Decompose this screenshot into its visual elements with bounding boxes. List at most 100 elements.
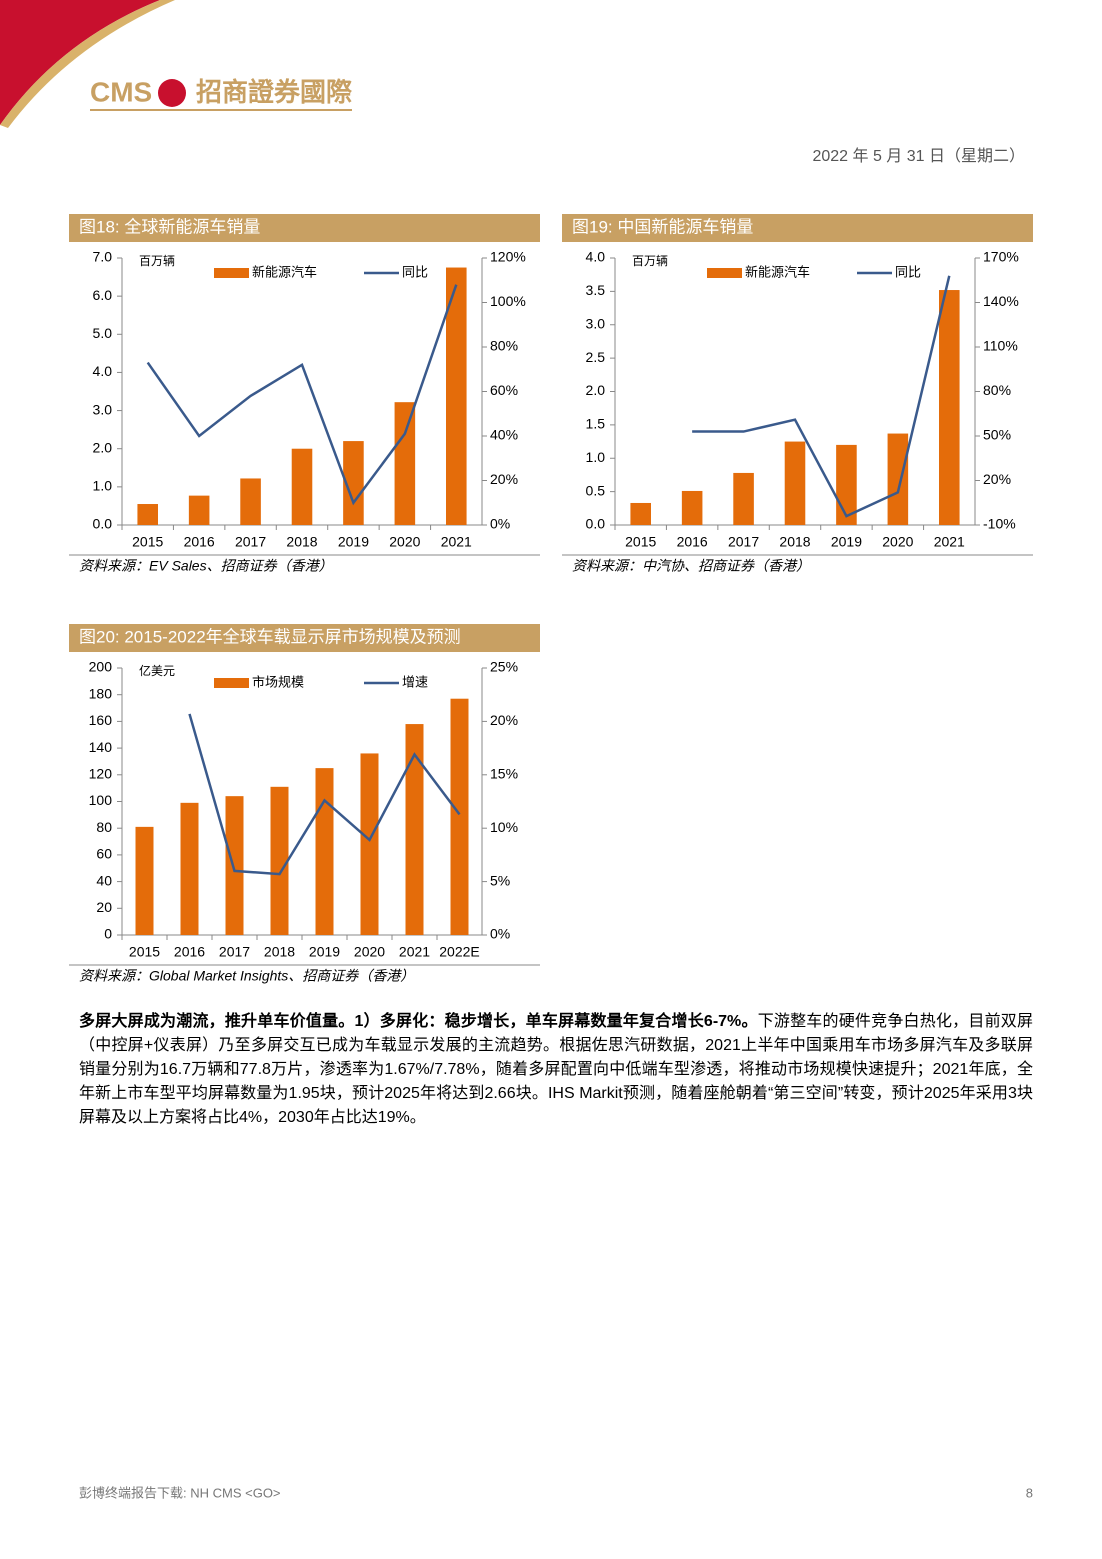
- y-tick-label: 5.0: [93, 325, 113, 341]
- bar: [939, 290, 960, 525]
- y2-tick-label: 50%: [983, 427, 1011, 443]
- x-tick-label: 2018: [286, 534, 317, 550]
- y-tick-label: 20: [96, 899, 112, 915]
- y-unit: 百万辆: [139, 254, 175, 268]
- bar: [315, 768, 334, 935]
- x-tick-label: 2016: [677, 534, 708, 550]
- x-tick-label: 2017: [235, 534, 266, 550]
- x-tick-label: 2018: [779, 534, 810, 550]
- y2-tick-label: 20%: [490, 712, 518, 728]
- y-tick-label: 6.0: [93, 287, 113, 303]
- y-tick-label: 140: [89, 739, 113, 755]
- legend-swatch: [214, 268, 249, 278]
- title-bar: [69, 624, 540, 652]
- y-unit: 亿美元: [139, 663, 175, 678]
- y2-tick-label: 0%: [490, 926, 510, 942]
- source: 资料来源：中汽协、招商证券（香港）: [572, 558, 810, 574]
- legend-label: 同比: [895, 264, 921, 279]
- x-tick-label: 2015: [132, 534, 163, 550]
- y-tick-label: 0.5: [586, 482, 606, 498]
- y-tick-label: 1.5: [586, 416, 606, 432]
- y2-tick-label: 40%: [490, 427, 518, 443]
- line-series: [692, 275, 951, 518]
- y-tick-label: 2.5: [586, 349, 606, 365]
- bar: [784, 441, 806, 525]
- x-tick-label: 2020: [354, 944, 385, 960]
- x-tick-label: 2019: [338, 534, 369, 550]
- x-tick-label: 2016: [174, 944, 205, 960]
- bar: [291, 448, 313, 525]
- y2-tick-label: 170%: [983, 249, 1019, 265]
- y-tick-label: 100: [89, 792, 113, 808]
- chart-title: 图20: 2015-2022年全球车载显示屏市场规模及预测: [79, 627, 461, 646]
- bar: [135, 826, 154, 935]
- y-tick-label: 60: [96, 846, 112, 862]
- bar: [270, 786, 289, 935]
- y-tick-label: 2.0: [93, 439, 113, 455]
- y-tick-label: 3.5: [586, 282, 606, 298]
- y2-tick-label: 80%: [490, 338, 518, 354]
- y-tick-label: 200: [89, 659, 113, 675]
- x-tick-label: 2017: [219, 944, 250, 960]
- legend-label: 市场规模: [252, 674, 304, 689]
- legend-label: 增速: [402, 674, 428, 689]
- x-tick-label: 2015: [625, 534, 656, 550]
- y2-tick-label: 20%: [490, 471, 518, 487]
- y-tick-label: 0.0: [93, 516, 113, 532]
- source: 资料来源：EV Sales、招商证券（香港）: [79, 558, 333, 574]
- bar: [225, 796, 244, 935]
- bar: [394, 402, 416, 525]
- company: 招商證券國際: [196, 77, 352, 107]
- chart-title: 图18: 全球新能源车销量: [79, 217, 260, 236]
- y-tick-label: 180: [89, 685, 113, 701]
- y-tick-label: 80: [96, 819, 112, 835]
- y2-tick-label: 10%: [490, 819, 518, 835]
- legend-label: 同比: [402, 264, 428, 279]
- y-tick-label: 3.0: [586, 315, 606, 331]
- y-tick-label: 1.0: [586, 449, 606, 465]
- bar: [446, 267, 467, 525]
- y-tick-label: 7.0: [93, 249, 113, 265]
- y-tick-label: 1.0: [93, 478, 113, 494]
- x-tick-label: 2019: [309, 944, 340, 960]
- y2-tick-label: 120%: [490, 249, 526, 265]
- y2-tick-label: 110%: [983, 338, 1018, 354]
- y2-tick-label: 60%: [490, 382, 518, 398]
- chart-title: 图19: 中国新能源车销量: [572, 217, 753, 236]
- x-tick-label: 2021: [934, 534, 965, 550]
- bar: [180, 802, 199, 935]
- y-tick-label: 0.0: [586, 516, 606, 532]
- bar: [887, 433, 909, 525]
- bar: [188, 495, 210, 525]
- bar: [137, 504, 158, 525]
- header-swoosh: [0, 0, 160, 125]
- legend-label: 新能源汽车: [745, 264, 810, 279]
- y-unit: 百万辆: [632, 254, 668, 268]
- y-tick-label: 0: [104, 926, 112, 942]
- y2-tick-label: 140%: [983, 293, 1019, 309]
- y-tick-label: 2.0: [586, 382, 606, 398]
- x-tick-label: 2022E: [439, 944, 479, 960]
- body-bold: 多屏大屏成为潮流，推升单车价值量。1）多屏化：稳步增长，单车屏幕数量年复合增长6…: [79, 1013, 758, 1030]
- x-tick-label: 2017: [728, 534, 759, 550]
- y-tick-label: 3.0: [93, 401, 113, 417]
- y-tick-label: 40: [96, 872, 112, 888]
- x-tick-label: 2016: [184, 534, 215, 550]
- y2-tick-label: 15%: [490, 766, 518, 782]
- bar: [681, 490, 703, 525]
- y2-tick-label: 100%: [490, 293, 526, 309]
- y-tick-label: 120: [89, 766, 113, 782]
- x-tick-label: 2021: [441, 534, 472, 550]
- logo-icon: [158, 79, 186, 107]
- y2-tick-label: 80%: [983, 382, 1011, 398]
- x-tick-label: 2019: [831, 534, 862, 550]
- bar: [630, 502, 651, 525]
- x-tick-label: 2021: [399, 944, 430, 960]
- bar: [405, 724, 424, 935]
- y2-tick-label: 25%: [490, 659, 518, 675]
- y-tick-label: 4.0: [586, 249, 606, 265]
- body-text: 下游整车的硬件竞争白热化，目前双屏（中控屏+仪表屏）乃至多屏交互已成为车载显示发…: [79, 1013, 1033, 1126]
- date: 2022 年 5 月 31 日（星期二）: [812, 147, 1025, 165]
